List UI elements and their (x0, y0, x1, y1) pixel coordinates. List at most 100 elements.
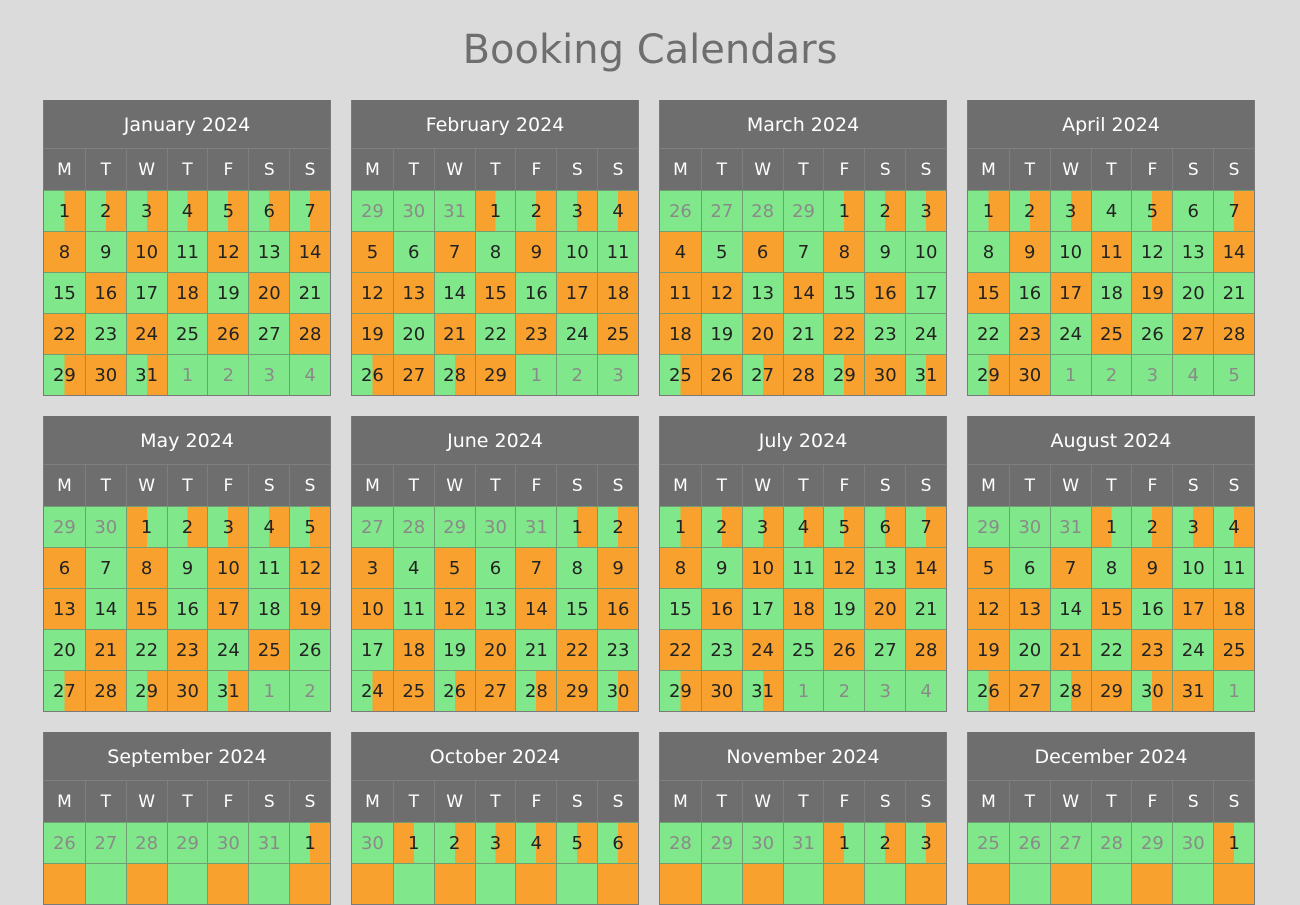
day-cell[interactable]: 22 (1090, 629, 1132, 670)
day-cell[interactable]: 4 (248, 506, 290, 547)
day-cell[interactable]: 8 (823, 231, 865, 272)
day-cell[interactable]: 1 (968, 190, 1009, 231)
day-cell[interactable]: 28 (433, 354, 475, 395)
day-cell[interactable]: 28 (1049, 670, 1091, 711)
day-cell[interactable] (1008, 863, 1050, 904)
day-cell[interactable]: 25 (1213, 629, 1254, 670)
day-cell[interactable]: 29 (125, 670, 167, 711)
day-cell[interactable]: 16 (166, 588, 208, 629)
day-cell[interactable]: 29 (556, 670, 598, 711)
day-cell[interactable]: 1 (392, 822, 434, 863)
day-cell[interactable]: 29 (44, 354, 85, 395)
day-cell[interactable]: 27 (1172, 313, 1214, 354)
day-cell[interactable]: 7 (515, 547, 557, 588)
day-cell[interactable] (1213, 863, 1254, 904)
day-cell[interactable]: 30 (1008, 354, 1050, 395)
day-cell[interactable]: 26 (1131, 313, 1173, 354)
day-cell[interactable]: 30 (84, 354, 126, 395)
day-cell[interactable]: 18 (166, 272, 208, 313)
day-cell[interactable]: 14 (1213, 231, 1254, 272)
day-cell[interactable]: 13 (741, 272, 783, 313)
day-cell[interactable]: 5 (1131, 190, 1173, 231)
day-cell[interactable]: 19 (289, 588, 330, 629)
day-cell[interactable]: 10 (125, 231, 167, 272)
day-cell[interactable]: 17 (207, 588, 249, 629)
day-cell[interactable]: 16 (1008, 272, 1050, 313)
day-cell[interactable]: 7 (1049, 547, 1091, 588)
day-cell[interactable]: 8 (44, 231, 85, 272)
day-cell[interactable]: 26 (352, 354, 393, 395)
day-cell[interactable]: 21 (782, 313, 824, 354)
day-cell[interactable]: 5 (968, 547, 1009, 588)
day-cell[interactable]: 28 (905, 629, 946, 670)
day-cell[interactable]: 11 (597, 231, 638, 272)
day-cell[interactable]: 6 (392, 231, 434, 272)
day-cell[interactable]: 5 (207, 190, 249, 231)
day-cell[interactable]: 1 (125, 506, 167, 547)
day-cell[interactable]: 1 (474, 190, 516, 231)
day-cell[interactable]: 27 (741, 354, 783, 395)
day-cell[interactable]: 4 (515, 822, 557, 863)
day-cell[interactable]: 25 (782, 629, 824, 670)
day-cell[interactable]: 15 (823, 272, 865, 313)
day-cell[interactable]: 20 (1172, 272, 1214, 313)
day-cell[interactable]: 17 (1049, 272, 1091, 313)
day-cell[interactable]: 17 (556, 272, 598, 313)
day-cell[interactable]: 20 (44, 629, 85, 670)
day-cell[interactable]: 14 (289, 231, 330, 272)
day-cell[interactable]: 10 (1172, 547, 1214, 588)
day-cell[interactable]: 7 (84, 547, 126, 588)
day-cell[interactable]: 16 (864, 272, 906, 313)
day-cell[interactable]: 31 (125, 354, 167, 395)
day-cell[interactable]: 30 (700, 670, 742, 711)
day-cell[interactable] (741, 863, 783, 904)
day-cell[interactable] (700, 863, 742, 904)
day-cell[interactable]: 4 (782, 506, 824, 547)
day-cell[interactable]: 20 (864, 588, 906, 629)
day-cell[interactable]: 22 (556, 629, 598, 670)
day-cell[interactable]: 12 (1131, 231, 1173, 272)
day-cell[interactable]: 27 (1008, 670, 1050, 711)
day-cell[interactable]: 2 (864, 822, 906, 863)
day-cell[interactable]: 13 (1172, 231, 1214, 272)
day-cell[interactable]: 30 (597, 670, 638, 711)
day-cell[interactable]: 19 (1131, 272, 1173, 313)
day-cell[interactable]: 28 (782, 354, 824, 395)
day-cell[interactable]: 24 (352, 670, 393, 711)
day-cell[interactable] (289, 863, 330, 904)
day-cell[interactable]: 16 (515, 272, 557, 313)
day-cell[interactable]: 15 (474, 272, 516, 313)
day-cell[interactable]: 25 (248, 629, 290, 670)
day-cell[interactable]: 15 (968, 272, 1009, 313)
day-cell[interactable]: 1 (660, 506, 701, 547)
day-cell[interactable]: 11 (782, 547, 824, 588)
day-cell[interactable]: 9 (700, 547, 742, 588)
day-cell[interactable]: 24 (556, 313, 598, 354)
day-cell[interactable]: 3 (207, 506, 249, 547)
day-cell[interactable]: 14 (782, 272, 824, 313)
day-cell[interactable]: 27 (474, 670, 516, 711)
day-cell[interactable]: 2 (1008, 190, 1050, 231)
day-cell[interactable]: 12 (700, 272, 742, 313)
day-cell[interactable]: 2 (597, 506, 638, 547)
day-cell[interactable]: 21 (433, 313, 475, 354)
day-cell[interactable]: 2 (515, 190, 557, 231)
day-cell[interactable] (1172, 863, 1214, 904)
day-cell[interactable]: 13 (248, 231, 290, 272)
day-cell[interactable]: 6 (597, 822, 638, 863)
day-cell[interactable]: 13 (1008, 588, 1050, 629)
day-cell[interactable]: 8 (556, 547, 598, 588)
day-cell[interactable]: 24 (741, 629, 783, 670)
day-cell[interactable]: 20 (248, 272, 290, 313)
day-cell[interactable]: 18 (597, 272, 638, 313)
day-cell[interactable]: 10 (207, 547, 249, 588)
day-cell[interactable]: 18 (1090, 272, 1132, 313)
day-cell[interactable] (248, 863, 290, 904)
day-cell[interactable]: 11 (392, 588, 434, 629)
day-cell[interactable]: 21 (1049, 629, 1091, 670)
day-cell[interactable]: 15 (660, 588, 701, 629)
day-cell[interactable]: 6 (1008, 547, 1050, 588)
day-cell[interactable] (84, 863, 126, 904)
day-cell[interactable]: 14 (84, 588, 126, 629)
day-cell[interactable]: 5 (433, 547, 475, 588)
